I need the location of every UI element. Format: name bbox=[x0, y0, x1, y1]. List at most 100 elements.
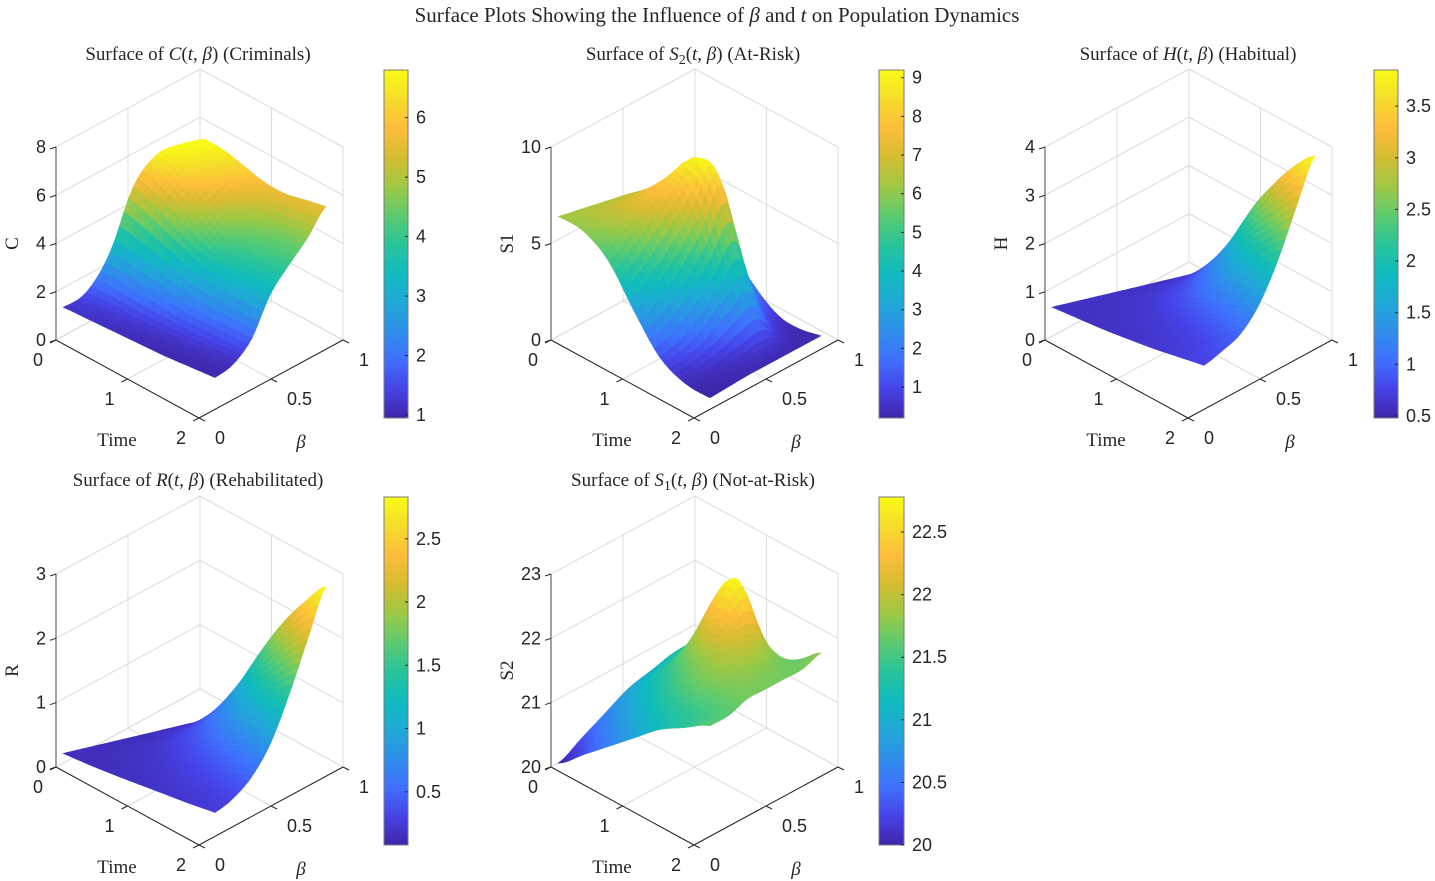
colorbar-tick-label: 2 bbox=[1406, 251, 1416, 271]
colorbar: 0.511.522.5 bbox=[383, 496, 441, 846]
time-tick-label: 1 bbox=[599, 389, 609, 409]
colorbar-tick-label: 1 bbox=[416, 719, 426, 739]
z-tick-label: 2 bbox=[36, 628, 46, 648]
colorbar-tick-label: 1 bbox=[912, 377, 922, 397]
z-tick-mark bbox=[49, 243, 57, 246]
colorbar-tick-label: 1.5 bbox=[416, 655, 441, 675]
beta-tick-label: 0.5 bbox=[1276, 389, 1301, 409]
beta-tick-mark bbox=[198, 844, 206, 849]
panel-title: Surface of S1(t, β) (Not-at-Risk) bbox=[571, 470, 815, 494]
grid-line bbox=[199, 68, 344, 148]
axes-grid bbox=[1044, 68, 1333, 419]
surface-panel-2: Surface of S2(t, β) (At-Risk)012 00.51051… bbox=[497, 44, 922, 453]
colorbar-tick-label: 3 bbox=[416, 286, 426, 306]
colorbar-frame bbox=[383, 69, 409, 419]
grid-line bbox=[1044, 165, 1190, 244]
time-tick-label: 2 bbox=[176, 855, 186, 875]
axes-lines bbox=[544, 146, 845, 422]
z-tick-label: 0 bbox=[36, 330, 46, 350]
colorbar-frame bbox=[878, 69, 905, 419]
time-tick-mark bbox=[121, 805, 128, 810]
colorbar-tick-label: 1.5 bbox=[1406, 303, 1431, 323]
beta-tick-label: 1 bbox=[359, 350, 369, 370]
z-tick-mark bbox=[544, 573, 552, 577]
colorbar-tick-label: 6 bbox=[912, 184, 922, 204]
colorbar-tick-label: 3.5 bbox=[1406, 96, 1431, 116]
colorbar-tick-label: 3 bbox=[1406, 148, 1416, 168]
beta-tick-label: 0 bbox=[1204, 428, 1214, 448]
z-tick-label: 3 bbox=[1025, 185, 1035, 205]
z-tick-mark bbox=[1038, 194, 1046, 198]
beta-tick-mark bbox=[198, 417, 206, 422]
colorbar-tick-label: 5 bbox=[912, 222, 922, 242]
time-tick-mark bbox=[192, 844, 200, 849]
z-tick-label: 0 bbox=[1025, 330, 1035, 350]
time-tick-mark bbox=[1181, 417, 1189, 422]
beta-tick-label: 0.5 bbox=[287, 389, 312, 409]
panel-title: Surface of H(t, β) (Habitual) bbox=[1080, 44, 1297, 65]
grid-line bbox=[55, 68, 201, 148]
colorbar-tick-label: 1 bbox=[416, 405, 426, 425]
time-tick-label: 2 bbox=[1165, 428, 1175, 448]
z-tick-label: 21 bbox=[521, 693, 541, 713]
colorbar-tick-label: 2 bbox=[416, 346, 426, 366]
figure-suptitle: Surface Plots Showing the Influence of β… bbox=[415, 3, 1020, 27]
time-tick-label: 2 bbox=[671, 855, 681, 875]
surface-mesh bbox=[1051, 155, 1316, 366]
time-tick-mark bbox=[687, 417, 695, 422]
z-tick-mark bbox=[49, 573, 57, 577]
colorbar-tick-label: 6 bbox=[416, 108, 426, 128]
z-tick-label: 10 bbox=[521, 137, 541, 157]
beta-tick-mark bbox=[765, 378, 773, 383]
colorbar-tick-label: 5 bbox=[416, 167, 426, 187]
colorbar-tick-label: 20.5 bbox=[912, 772, 947, 792]
colorbar-tick-label: 2.5 bbox=[416, 529, 441, 549]
beta-axis-label: β bbox=[790, 859, 801, 880]
z-tick-mark bbox=[544, 702, 552, 706]
z-tick-label: 8 bbox=[36, 137, 46, 157]
beta-tick-mark bbox=[837, 766, 845, 771]
beta-tick-mark bbox=[1259, 378, 1267, 383]
z-tick-mark bbox=[544, 146, 552, 150]
time-tick-mark bbox=[616, 805, 623, 810]
beta-tick-label: 1 bbox=[854, 350, 864, 370]
z-tick-mark bbox=[544, 339, 552, 343]
colorbar-gradient bbox=[879, 497, 904, 845]
z-axis-label: H bbox=[991, 236, 1012, 250]
time-tick-label: 2 bbox=[671, 428, 681, 448]
beta-axis-label: β bbox=[1284, 432, 1295, 453]
colorbar-tick-label: 0.5 bbox=[1406, 406, 1431, 426]
grid-line bbox=[1044, 213, 1190, 293]
grid-line bbox=[1188, 116, 1333, 196]
surface-patch bbox=[704, 392, 715, 399]
beta-axis-label: β bbox=[295, 859, 306, 880]
beta-tick-mark bbox=[270, 378, 278, 383]
beta-tick-mark bbox=[693, 844, 701, 849]
time-tick-mark bbox=[687, 844, 695, 849]
beta-tick-mark bbox=[342, 339, 350, 344]
time-tick-label: 1 bbox=[1093, 389, 1103, 409]
grid-line bbox=[199, 116, 344, 196]
z-axis-label: R bbox=[2, 664, 23, 677]
beta-tick-label: 1 bbox=[359, 777, 369, 797]
beta-tick-mark bbox=[693, 417, 701, 422]
grid-line bbox=[1044, 68, 1190, 148]
time-tick-label: 0 bbox=[33, 777, 43, 797]
z-tick-mark bbox=[1038, 291, 1046, 295]
beta-tick-label: 1 bbox=[1348, 350, 1358, 370]
z-tick-label: 23 bbox=[521, 564, 541, 584]
z-tick-mark bbox=[49, 339, 57, 343]
beta-tick-label: 0 bbox=[710, 855, 720, 875]
time-tick-label: 0 bbox=[1022, 350, 1032, 370]
time-tick-label: 1 bbox=[104, 816, 114, 836]
colorbar-gradient bbox=[879, 70, 904, 418]
z-tick-mark bbox=[49, 637, 57, 641]
colorbar-tick-label: 8 bbox=[912, 106, 922, 126]
panel-title: Surface of R(t, β) (Rehabilitated) bbox=[73, 470, 324, 491]
panel-title: Surface of S2(t, β) (At-Risk) bbox=[586, 44, 800, 68]
beta-tick-mark bbox=[1187, 417, 1195, 422]
z-tick-mark bbox=[49, 702, 57, 706]
axes-lines bbox=[49, 146, 350, 422]
